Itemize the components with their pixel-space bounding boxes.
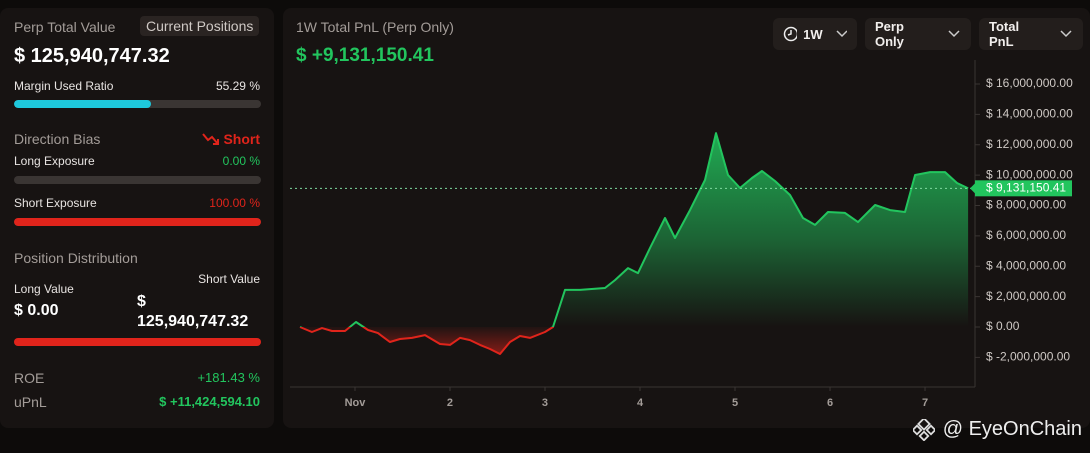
range-button[interactable]: 1W	[773, 18, 857, 50]
y-tick-label: $ 16,000,000.00	[986, 76, 1073, 90]
x-tick-label: Nov	[345, 397, 367, 409]
margin-bar	[14, 100, 151, 108]
x-tick-label: 4	[637, 397, 644, 409]
current-value-badge	[975, 180, 1072, 197]
long-exposure: 0.00 %	[222, 154, 260, 168]
long-track	[14, 176, 261, 184]
y-tick-label: $ 4,000,000.00	[986, 258, 1066, 272]
margin-label: Margin Used Ratio	[14, 79, 114, 93]
badge-arrow	[970, 183, 975, 194]
roe-label: ROE	[14, 370, 45, 386]
short-bar	[14, 218, 261, 226]
long-label: Long Exposure	[14, 154, 95, 168]
short-value-label: Short Value	[198, 272, 260, 286]
y-tick-label: $ 0.00	[986, 319, 1020, 333]
short-track	[14, 218, 261, 226]
upnl-label: uPnL	[14, 394, 47, 410]
long-value-label: Long Value	[14, 282, 74, 296]
distribution-bar	[14, 338, 261, 346]
button-label: Total PnL	[989, 19, 1020, 49]
upnl-value: $ +11,424,594.10	[159, 394, 260, 409]
bias-label: Direction Bias	[14, 131, 101, 147]
long-value: $ 0.00	[14, 302, 59, 319]
y-tick-label: $ -2,000,000.00	[986, 350, 1070, 364]
watermark: @ EyeOnChain	[912, 418, 1082, 441]
y-tick-label: $ 6,000,000.00	[986, 228, 1066, 242]
clock-icon	[783, 26, 798, 42]
short-value: $ 125,940,747.32	[137, 293, 249, 330]
y-tick-label: $ 14,000,000.00	[986, 107, 1073, 121]
metric-button[interactable]: Total PnL	[979, 18, 1083, 50]
watermark-logo	[912, 418, 935, 441]
chevron	[948, 30, 960, 38]
y-tick-label: $ 12,000,000.00	[986, 137, 1073, 151]
x-tick-label: 7	[922, 397, 928, 409]
panel-title: Perp Total Value	[14, 19, 116, 35]
x-tick-label: 5	[732, 397, 738, 409]
chevron	[836, 30, 847, 38]
positions-panel: Perp Total Value Current Positions $ 125…	[0, 8, 274, 428]
pnl-area	[300, 133, 969, 354]
pnl-title: 1W Total PnL (Perp Only)	[296, 19, 454, 35]
watermark-text: @ EyeOnChain	[942, 418, 1082, 440]
distribution-label: Position Distribution	[14, 250, 138, 266]
pnl-line	[299, 132, 969, 355]
margin-track	[14, 100, 261, 108]
short-exposure: 100.00 %	[209, 196, 260, 210]
bias-value: Short	[223, 131, 260, 147]
tab[interactable]: Current Positions	[140, 16, 260, 36]
x-tick-label: 6	[827, 397, 833, 409]
y-tick-label: $ 2,000,000.00	[986, 289, 1066, 303]
chevron	[1060, 30, 1072, 38]
y-tick-label: $ 10,000,000.00	[986, 167, 1073, 181]
roe-value: +181.43 %	[197, 370, 260, 385]
margin-value: 55.29 %	[215, 79, 260, 93]
button-label: Perp Only	[875, 19, 904, 49]
total-value: $ 125,940,747.32	[14, 45, 170, 67]
short-label: Short Exposure	[14, 196, 97, 210]
scope-button[interactable]: Perp Only	[865, 18, 971, 50]
current-value-label: $ 9,131,150.41	[986, 180, 1066, 194]
down-trend-icon	[202, 133, 219, 145]
pnl-total: $ +9,131,150.41	[296, 45, 434, 66]
x-tick-label: 3	[542, 397, 548, 409]
button-label: 1W	[803, 26, 823, 42]
y-tick-label: $ 8,000,000.00	[986, 198, 1066, 212]
x-tick-label: 2	[447, 397, 453, 409]
